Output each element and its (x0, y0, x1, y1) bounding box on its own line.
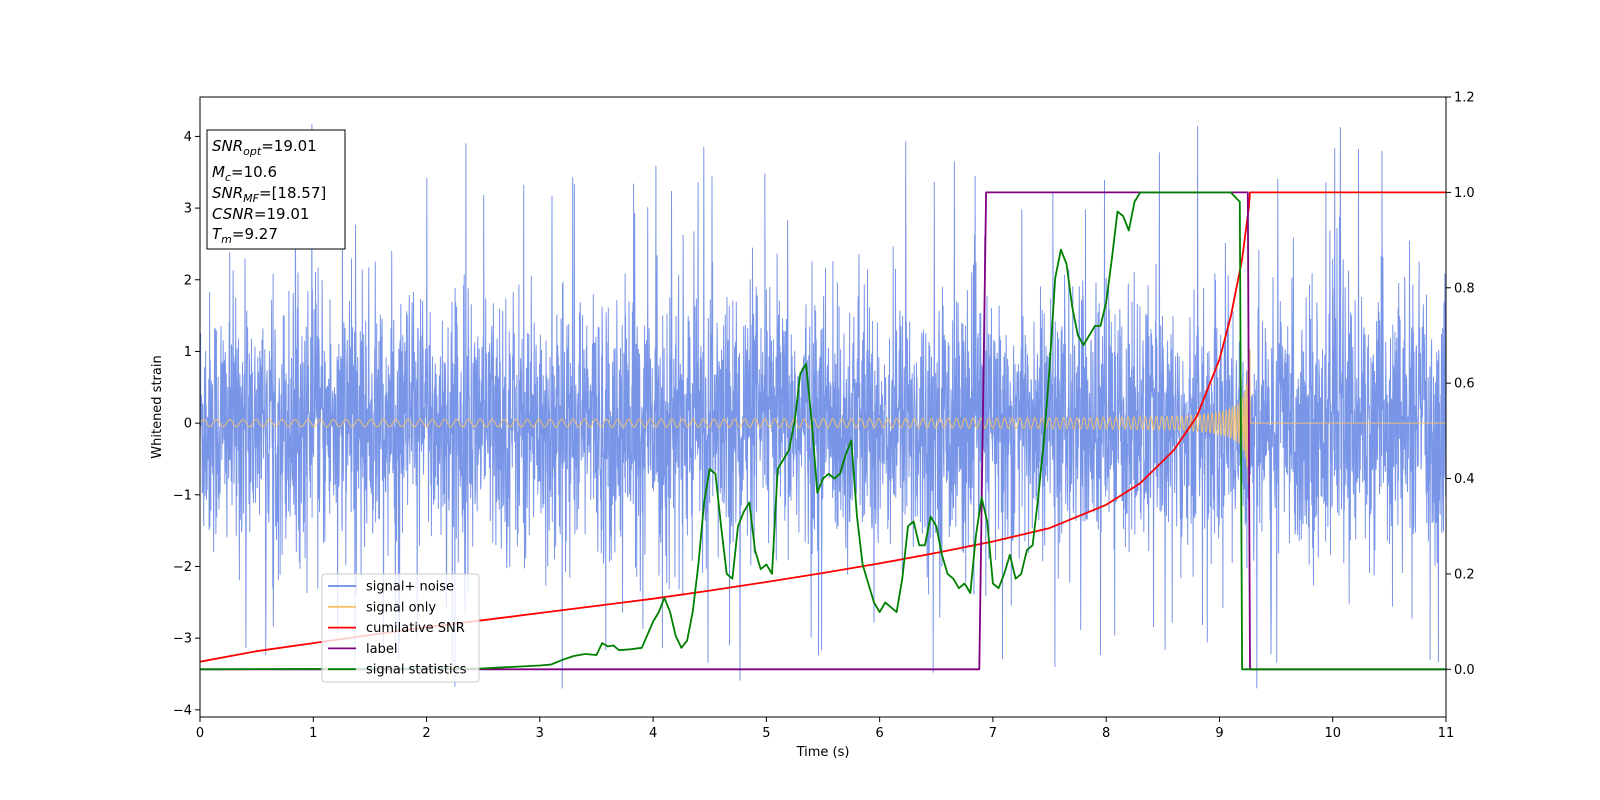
y-axis-label: Whitened strain (150, 355, 165, 458)
info-mc: Mc=10.6 (212, 163, 277, 184)
y-left-tick-label: −4 (173, 703, 192, 718)
legend-label: signal+ noise (366, 580, 454, 595)
series-signal-noise (200, 123, 1446, 689)
y-left-tick-label: 4 (184, 130, 192, 145)
y-left-tick-label: 1 (184, 345, 192, 360)
legend-label: cumilative SNR (366, 621, 465, 636)
x-tick-label: 9 (1215, 726, 1223, 741)
x-tick-label: 6 (875, 726, 883, 741)
y-left-tick-label: −1 (173, 488, 192, 503)
x-tick-label: 8 (1102, 726, 1110, 741)
legend: signal+ noise signal only cumilative SNR la… (321, 573, 480, 683)
info-snr-mf: SNRMF=[18.57] (212, 184, 326, 205)
y-right-tick-label: 0.4 (1454, 472, 1475, 487)
y-axis-right: 0.0 0.2 0.4 0.6 0.8 1.0 1.2 (1446, 91, 1475, 678)
x-tick-label: 3 (536, 726, 544, 741)
y-right-tick-label: 1.0 (1454, 186, 1475, 201)
y-left-tick-label: 0 (184, 417, 192, 432)
y-right-tick-label: 0.6 (1454, 377, 1475, 392)
x-tick-label: 11 (1438, 726, 1455, 741)
x-tick-label: 5 (762, 726, 770, 741)
x-tick-label: 4 (649, 726, 657, 741)
info-box: SNRopt=19.01 Mc=10.6 SNRMF=[18.57] CSNR=… (206, 129, 346, 250)
info-snr-opt: SNRopt=19.01 (212, 137, 317, 158)
legend-label: signal only (366, 600, 436, 615)
x-tick-label: 2 (422, 726, 430, 741)
plot-frame (199, 96, 1447, 718)
info-tm: Tm=9.27 (212, 225, 278, 246)
y-right-tick-label: 0.8 (1454, 281, 1475, 296)
x-tick-label: 0 (196, 726, 204, 741)
y-right-tick-label: 0.0 (1454, 663, 1475, 678)
legend-label: label (366, 642, 397, 657)
x-axis: 0 1 2 3 4 5 6 7 8 9 10 11 (196, 717, 1454, 741)
x-axis-label: Time (s) (796, 745, 850, 760)
y-right-tick-label: 1.2 (1454, 91, 1475, 106)
y-left-tick-label: −3 (173, 632, 192, 647)
x-tick-label: 7 (989, 726, 997, 741)
x-tick-label: 1 (309, 726, 317, 741)
series-signal-statistics (200, 191, 1446, 671)
info-csnr: CSNR=19.01 (212, 205, 309, 223)
y-right-tick-label: 0.2 (1454, 567, 1475, 582)
series-signal-only (200, 348, 1446, 498)
info-box-frame (206, 129, 346, 250)
y-left-tick-label: −2 (173, 560, 192, 575)
legend-frame (321, 573, 480, 683)
y-axis-left: −4 −3 −2 −1 0 1 2 3 4 (173, 130, 200, 718)
x-tick-label: 10 (1324, 726, 1341, 741)
y-left-tick-label: 3 (184, 202, 192, 217)
legend-label: signal statistics (366, 663, 467, 678)
y-left-tick-label: 2 (184, 273, 192, 288)
